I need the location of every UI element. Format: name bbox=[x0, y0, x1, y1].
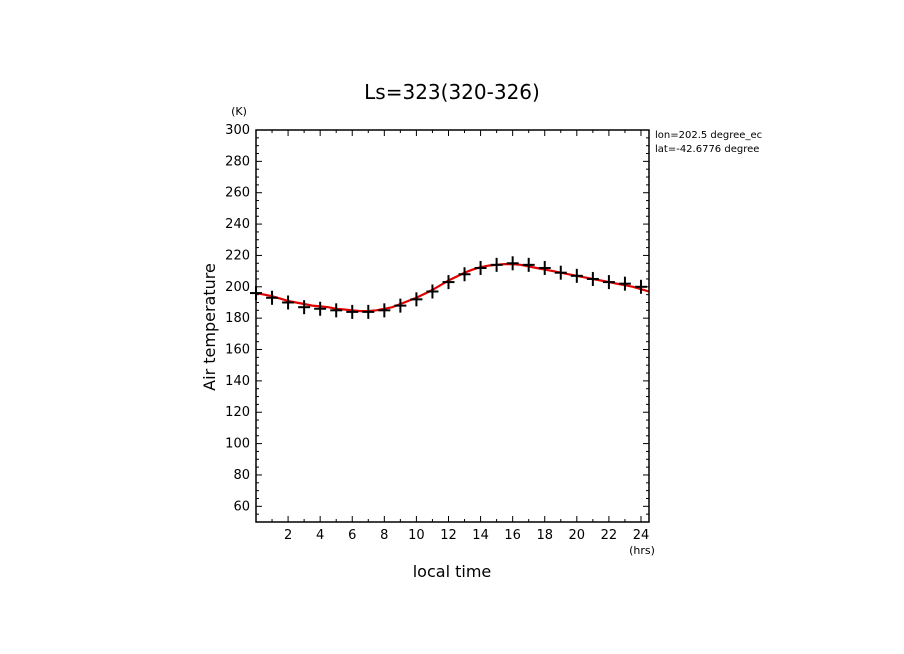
data-point bbox=[458, 267, 471, 282]
data-point bbox=[538, 260, 551, 275]
data-point bbox=[618, 276, 631, 291]
y-tick-label: 180 bbox=[225, 311, 250, 326]
y-tick-label: 220 bbox=[225, 248, 250, 263]
data-point bbox=[266, 290, 279, 305]
info-line-lat: lat=-42.6776 degree bbox=[655, 144, 759, 155]
x-tick-label: 2 bbox=[284, 528, 292, 543]
x-tick-label: 14 bbox=[472, 528, 489, 543]
data-point bbox=[634, 279, 647, 294]
data-point bbox=[522, 257, 535, 272]
y-tick-label: 80 bbox=[233, 468, 250, 483]
data-point bbox=[378, 303, 391, 318]
data-point bbox=[554, 265, 567, 280]
data-point bbox=[346, 304, 359, 319]
data-point bbox=[602, 275, 615, 290]
y-axis-title: Air temperature bbox=[200, 263, 219, 391]
x-tick-label: 4 bbox=[316, 528, 324, 543]
y-tick-label: 260 bbox=[225, 186, 250, 201]
y-tick-label: 100 bbox=[225, 437, 250, 452]
data-point bbox=[442, 275, 455, 290]
plot-frame bbox=[255, 129, 650, 523]
x-tick-label: 24 bbox=[633, 528, 650, 543]
data-point bbox=[362, 304, 375, 319]
info-line-lon: lon=202.5 degree_ec bbox=[655, 130, 762, 141]
data-point bbox=[490, 257, 503, 272]
x-tick-label: 16 bbox=[504, 528, 521, 543]
y-unit-label: (K) bbox=[231, 105, 247, 118]
y-tick-label: 140 bbox=[225, 374, 250, 389]
x-tick-label: 18 bbox=[536, 528, 553, 543]
series-layer bbox=[250, 256, 650, 319]
data-point bbox=[586, 271, 599, 286]
x-tick-label: 20 bbox=[569, 528, 586, 543]
x-tick-label: 8 bbox=[380, 528, 388, 543]
series-line-fit bbox=[255, 263, 650, 313]
y-tick-label: 300 bbox=[225, 123, 250, 138]
data-point bbox=[506, 256, 519, 271]
x-tick-label: 6 bbox=[348, 528, 356, 543]
data-point bbox=[330, 303, 343, 318]
data-point bbox=[474, 260, 487, 275]
x-tick-label: 22 bbox=[601, 528, 618, 543]
x-axis-title: local time bbox=[413, 562, 492, 581]
x-tick-label: 12 bbox=[440, 528, 457, 543]
data-point bbox=[426, 284, 439, 299]
data-point bbox=[282, 295, 295, 310]
data-point bbox=[314, 301, 327, 316]
x-tick-label: 10 bbox=[408, 528, 425, 543]
data-point bbox=[570, 268, 583, 283]
y-axis-ticks: 60 80 100 120 140 160 180 200 220 240 260 280 300 bbox=[225, 123, 649, 523]
y-tick-label: 60 bbox=[233, 499, 250, 514]
data-point bbox=[410, 292, 423, 307]
data-point bbox=[298, 300, 311, 315]
y-tick-label: 200 bbox=[225, 280, 250, 295]
y-tick-label: 120 bbox=[225, 405, 250, 420]
x-unit-label: (hrs) bbox=[629, 544, 655, 557]
y-tick-label: 240 bbox=[225, 217, 250, 232]
chart-title: Ls=323(320-326) bbox=[364, 80, 540, 104]
data-point bbox=[394, 298, 407, 313]
y-tick-label: 160 bbox=[225, 343, 250, 358]
y-tick-label: 280 bbox=[225, 154, 250, 169]
x-axis-ticks: 2 4 6 8 10 12 14 16 18 20 22 24 bbox=[271, 130, 650, 543]
